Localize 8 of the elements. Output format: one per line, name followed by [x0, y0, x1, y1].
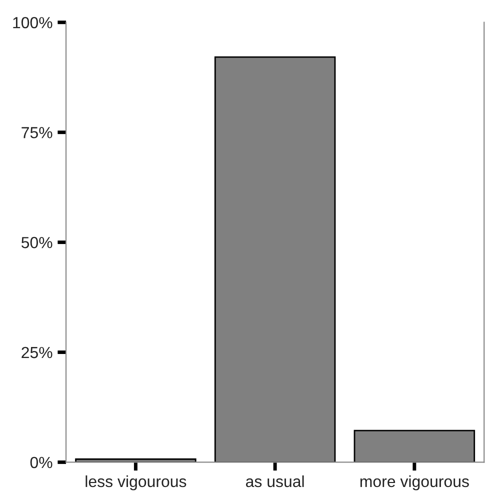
y-tick-label: 25%: [22, 346, 52, 358]
x-tick-label: less vigourous: [86, 475, 186, 490]
y-tick-label: 50%: [21, 236, 52, 248]
y-tick-label: 100%: [13, 17, 52, 28]
y-tick-label: 0%: [30, 456, 52, 468]
y-tick-label: 75%: [22, 127, 52, 138]
x-tick-label: more vigourous: [360, 475, 469, 490]
x-tick-label: as usual: [246, 475, 304, 488]
